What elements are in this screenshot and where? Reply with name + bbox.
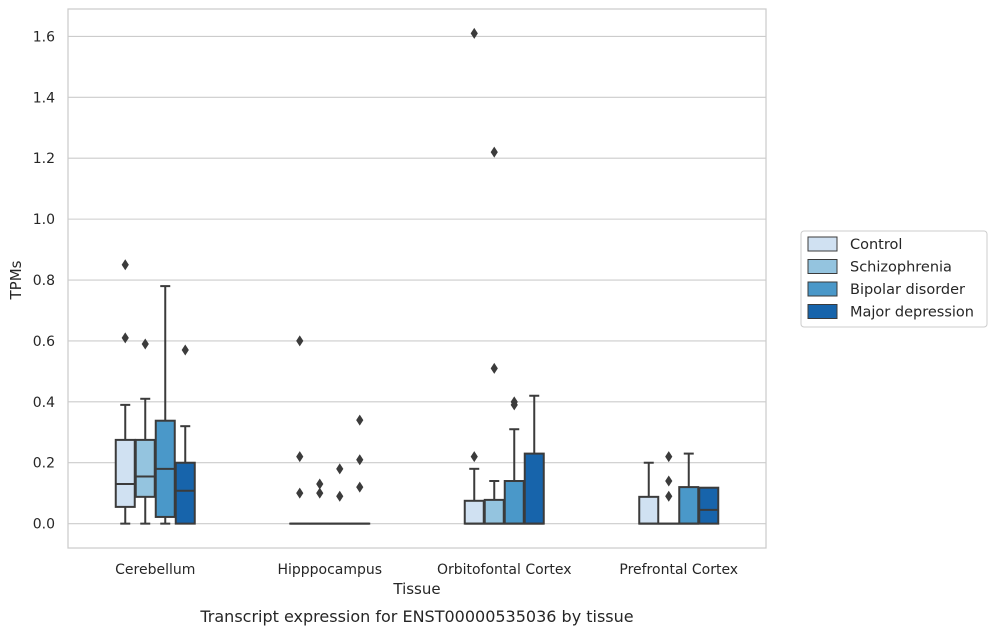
outlier-point-0: [181, 344, 189, 356]
outlier-point-1: [296, 451, 304, 463]
outlier-point-2: [356, 414, 364, 426]
outlier-point-1: [336, 463, 344, 475]
x-tick-label-1: Hipppocampus: [277, 562, 382, 578]
outlier-point-0: [336, 490, 344, 502]
y-tick-label-1: 0.2: [33, 456, 55, 472]
y-tick-label-8: 1.6: [33, 29, 55, 45]
legend-label-control: Control: [850, 237, 902, 253]
legend-swatch-control: [807, 236, 838, 252]
box-3-0: [174, 344, 196, 525]
outlier-point-0: [470, 451, 478, 463]
outlier-point-1: [121, 259, 129, 271]
box-body: [134, 438, 156, 498]
legend-label-major-depression: Major depression: [850, 305, 974, 321]
series-major-depression: [174, 344, 720, 525]
box-body: [463, 499, 485, 525]
box-2-3: [678, 452, 700, 525]
box-1-3: [658, 451, 680, 525]
y-tick-label-5: 1.0: [33, 212, 55, 228]
box-3-1: [349, 414, 371, 525]
y-tick-labels: 0.0 0.2 0.4 0.6 0.8 1.0 1.2 1.4 1.6: [33, 29, 55, 532]
series-schizophrenia: [134, 146, 680, 525]
legend: Control Schizophrenia Bipolar disorder Majo…: [800, 230, 988, 328]
outlier-point-0: [121, 332, 129, 344]
chart-caption: Transcript expression for ENST0000053503…: [199, 607, 633, 626]
box-1-1: [309, 478, 331, 525]
y-tick-label-7: 1.4: [33, 90, 55, 106]
box-1-0: [134, 338, 156, 525]
box-body: [503, 480, 525, 525]
box-2-2: [503, 396, 525, 525]
box-body: [174, 461, 196, 525]
box-body: [678, 486, 700, 525]
outlier-point-0: [141, 338, 149, 350]
series-control: [114, 27, 660, 525]
outlier-point-1: [356, 454, 364, 466]
plot-area-frame: [67, 8, 767, 549]
series-bipolar-disorder: [154, 285, 700, 525]
box-body: [114, 438, 136, 508]
x-tick-label-3: Prefrontal Cortex: [619, 562, 738, 578]
y-axis-label: TPMs: [7, 260, 25, 300]
box-body: [483, 498, 505, 525]
x-tick-labels: Cerebellum Hipppocampus Orbitofontal Corte…: [115, 562, 738, 578]
box-body: [523, 452, 545, 525]
box-2-0: [154, 285, 176, 525]
outlier-point-1: [665, 475, 673, 487]
box-0-3: [638, 461, 660, 525]
box-0-1: [289, 335, 311, 525]
box-2-1: [329, 463, 351, 525]
outlier-point-1: [316, 478, 324, 490]
outlier-point-2: [665, 451, 673, 463]
outlier-point-1: [490, 146, 498, 158]
outlier-point-0: [356, 481, 364, 493]
outlier-point-0: [490, 362, 498, 374]
y-tick-label-0: 0.0: [33, 517, 55, 533]
legend-swatch-major-depression: [807, 304, 838, 319]
outlier-point-2: [296, 335, 304, 347]
legend-swatch-schizophrenia: [807, 259, 838, 274]
box-3-2: [523, 394, 545, 525]
outlier-point-0: [316, 487, 324, 499]
x-tick-label-0: Cerebellum: [115, 562, 195, 578]
y-tick-label-3: 0.6: [33, 334, 55, 350]
box-1-2: [483, 146, 505, 525]
y-tick-label-2: 0.4: [33, 395, 55, 411]
box-3-3: [698, 486, 720, 525]
legend-label-schizophrenia: Schizophrenia: [850, 260, 952, 276]
x-tick-label-2: Orbitofontal Cortex: [437, 562, 572, 578]
legend-label-bipolar-disorder: Bipolar disorder: [850, 282, 965, 298]
box-body: [698, 486, 720, 525]
box-body: [638, 495, 660, 525]
x-axis-label: Tissue: [392, 580, 440, 598]
legend-frame: [800, 230, 988, 328]
y-tick-label-4: 0.8: [33, 273, 55, 289]
box-0-0: [114, 259, 136, 525]
outlier-point-0: [665, 490, 673, 502]
box-0-2: [463, 27, 485, 525]
outlier-point-0: [296, 487, 304, 499]
legend-swatch-bipolar-disorder: [807, 281, 838, 297]
y-tick-label-6: 1.2: [33, 151, 55, 167]
outlier-point-1: [510, 396, 518, 408]
box-series-layer: [114, 27, 720, 525]
outlier-point-1: [470, 27, 478, 39]
